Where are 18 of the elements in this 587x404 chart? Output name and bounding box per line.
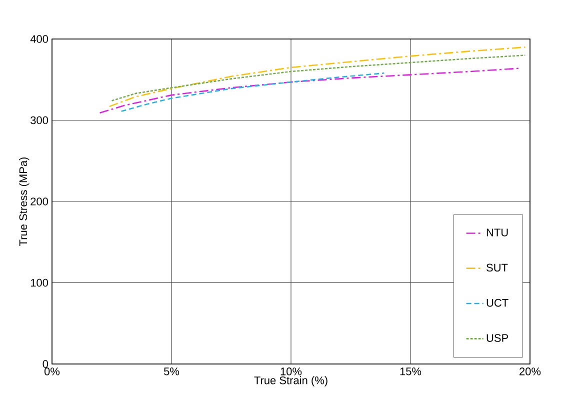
x-tick-label: 10% [280, 368, 302, 376]
x-tick-label: 5% [164, 368, 180, 376]
y-axis-title: True Stress (MPa) [19, 157, 30, 246]
x-tick-label: 0% [44, 368, 60, 376]
y-tick-label: 400 [30, 35, 48, 43]
y-tick-label: 200 [30, 198, 48, 206]
legend-label: UCT [486, 298, 508, 307]
y-tick-label: 300 [30, 116, 48, 124]
legend-label: USP [486, 334, 508, 342]
legend-label: SUT [486, 264, 508, 272]
y-tick-label: 0 [42, 360, 48, 368]
line-series [108, 46, 526, 108]
legend-label: NTU [486, 228, 508, 236]
y-tick-label: 100 [30, 278, 48, 287]
line-series [120, 72, 385, 112]
x-axis-title: True Strain (%) [254, 376, 328, 386]
x-tick-label: 20% [520, 368, 541, 376]
x-tick-label: 15% [400, 368, 422, 376]
